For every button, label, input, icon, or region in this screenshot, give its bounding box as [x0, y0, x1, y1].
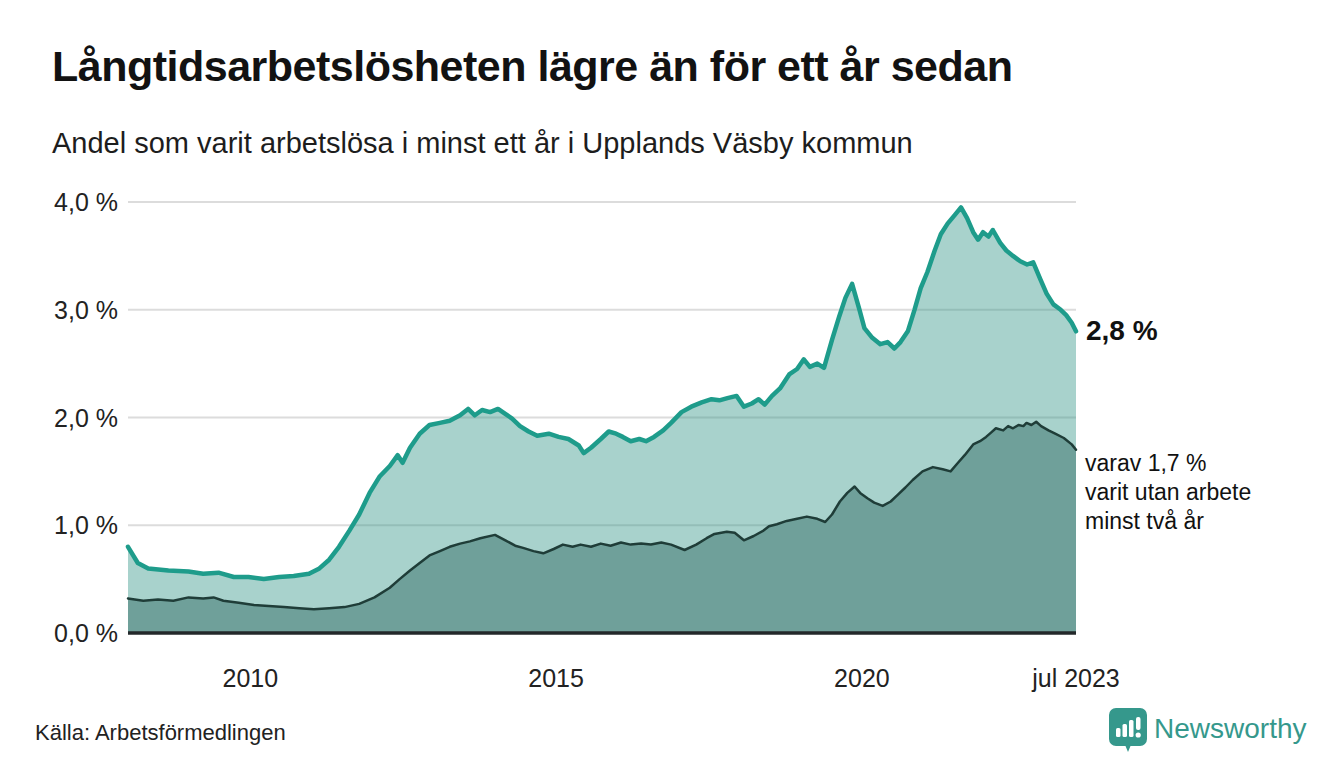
chart-card: Långtidsarbetslösheten lägre än för ett … [0, 0, 1340, 780]
page-title: Långtidsarbetslösheten lägre än för ett … [52, 42, 1012, 91]
secondary-series-annotation: varav 1,7 % varit utan arbete minst två … [1085, 449, 1315, 536]
y-tick-label: 4,0 % [28, 187, 118, 217]
page-subtitle: Andel som varit arbetslösa i minst ett å… [52, 127, 913, 160]
x-tick-label: 2010 [165, 664, 335, 693]
y-tick-label: 3,0 % [28, 295, 118, 325]
y-tick-label: 0,0 % [28, 618, 118, 648]
x-tick-label: 2015 [471, 664, 641, 693]
x-tick-label: 2020 [777, 664, 947, 693]
latest-value-annotation: 2,8 % [1086, 315, 1158, 347]
y-tick-label: 1,0 % [28, 510, 118, 540]
newsworthy-logo-icon [1107, 706, 1149, 754]
y-tick-label: 2,0 % [28, 403, 118, 433]
chart-svg [0, 0, 1340, 780]
source-note: Källa: Arbetsförmedlingen [35, 720, 286, 746]
newsworthy-logo-text: Newsworthy [1154, 713, 1306, 745]
x-tick-label: jul 2023 [991, 664, 1161, 693]
